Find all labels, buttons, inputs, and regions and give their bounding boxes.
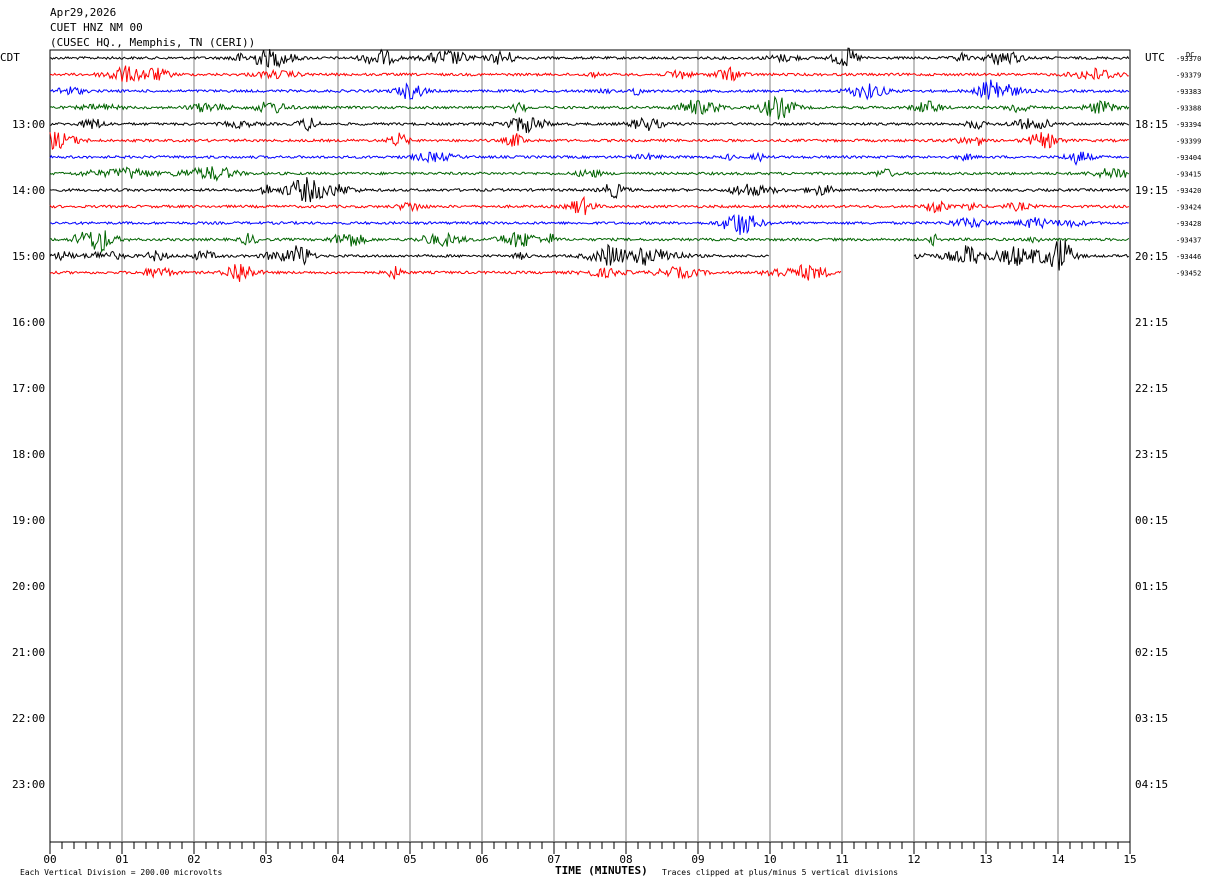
x-tick-label: 08 xyxy=(619,853,632,866)
dc-offset-label: -93415 xyxy=(1176,171,1201,179)
dc-offset-label: -93420 xyxy=(1176,187,1201,195)
header-station: CUET HNZ NM 00 xyxy=(50,21,143,34)
utc-hour-label: 22:15 xyxy=(1135,382,1168,395)
utc-hour-label: 21:15 xyxy=(1135,316,1168,329)
seismic-trace xyxy=(49,47,1130,69)
seismic-trace xyxy=(49,131,1129,150)
right-axis-label: UTC xyxy=(1145,51,1165,64)
seismic-trace xyxy=(49,166,1130,182)
dc-offset-label: -93370 xyxy=(1176,55,1201,63)
x-tick-label: 07 xyxy=(547,853,560,866)
cdt-hour-label: 20:00 xyxy=(12,580,45,593)
dc-offset-label: -93388 xyxy=(1176,105,1201,113)
dc-offset-label: -93452 xyxy=(1176,270,1201,278)
seismic-trace xyxy=(49,195,1129,216)
utc-hour-label: 00:15 xyxy=(1135,514,1168,527)
dc-offset-label: -93437 xyxy=(1176,237,1201,245)
header-date: Apr29,2026 xyxy=(50,6,116,19)
x-tick-label: 09 xyxy=(691,853,704,866)
dc-offset-label: -93446 xyxy=(1176,253,1201,261)
seismic-trace xyxy=(49,65,1129,83)
x-tick-label: 06 xyxy=(475,853,488,866)
dc-offset-label: -93404 xyxy=(1176,154,1201,162)
utc-hour-label: 02:15 xyxy=(1135,646,1168,659)
seismic-trace xyxy=(49,177,1130,203)
x-tick-label: 05 xyxy=(403,853,416,866)
header-location: (CUSEC HQ., Memphis, TN (CERI)) xyxy=(50,36,255,49)
x-tick-label: 14 xyxy=(1051,853,1065,866)
utc-hour-label: 19:15 xyxy=(1135,184,1168,197)
cdt-hour-label: 16:00 xyxy=(12,316,45,329)
x-tick-label: 02 xyxy=(187,853,200,866)
seismic-trace xyxy=(49,243,770,266)
dc-offset-label: -93424 xyxy=(1176,204,1201,212)
utc-hour-label: 03:15 xyxy=(1135,712,1168,725)
cdt-hour-label: 17:00 xyxy=(12,382,45,395)
seismic-trace xyxy=(49,151,1129,166)
x-axis-title: TIME (MINUTES) xyxy=(555,864,648,877)
x-tick-label: 04 xyxy=(331,853,345,866)
utc-hour-label: 01:15 xyxy=(1135,580,1168,593)
seismic-trace xyxy=(49,230,1130,254)
x-tick-label: 12 xyxy=(907,853,920,866)
cdt-hour-label: 23:00 xyxy=(12,778,45,791)
dc-offset-label: -93383 xyxy=(1176,88,1201,96)
cdt-hour-label: 19:00 xyxy=(12,514,45,527)
x-tick-label: 15 xyxy=(1123,853,1136,866)
seismic-trace xyxy=(49,95,1130,120)
cdt-hour-label: 22:00 xyxy=(12,712,45,725)
x-tick-label: 10 xyxy=(763,853,776,866)
dc-offset-label: -93394 xyxy=(1176,121,1201,129)
cdt-hour-label: 15:00 xyxy=(12,250,45,263)
x-tick-label: 11 xyxy=(835,853,848,866)
cdt-hour-label: 18:00 xyxy=(12,448,45,461)
seismic-trace xyxy=(49,79,1130,101)
utc-hour-label: 04:15 xyxy=(1135,778,1168,791)
cdt-hour-label: 14:00 xyxy=(12,184,45,197)
dc-offset-label: -93428 xyxy=(1176,220,1201,228)
dc-offset-label: -93379 xyxy=(1176,72,1201,80)
x-tick-label: 03 xyxy=(259,853,272,866)
cdt-hour-label: 21:00 xyxy=(12,646,45,659)
seismic-trace xyxy=(49,263,842,282)
footer-scale: Each Vertical Division = 200.00 microvol… xyxy=(20,868,222,877)
footer-clip: Traces clipped at plus/minus 5 vertical … xyxy=(662,868,898,877)
utc-hour-label: 18:15 xyxy=(1135,118,1168,131)
x-tick-label: 01 xyxy=(115,853,128,866)
utc-hour-label: 23:15 xyxy=(1135,448,1168,461)
utc-hour-label: 20:15 xyxy=(1135,250,1168,263)
dc-label: DC xyxy=(1186,51,1194,59)
seismic-trace xyxy=(49,214,1129,235)
cdt-hour-label: 13:00 xyxy=(12,118,45,131)
x-tick-label: 13 xyxy=(979,853,992,866)
left-axis-label: CDT xyxy=(0,51,20,64)
dc-offset-label: -93399 xyxy=(1176,138,1201,146)
seismic-trace xyxy=(913,240,1130,271)
x-tick-label: 00 xyxy=(43,853,56,866)
seismic-trace xyxy=(49,116,1130,134)
